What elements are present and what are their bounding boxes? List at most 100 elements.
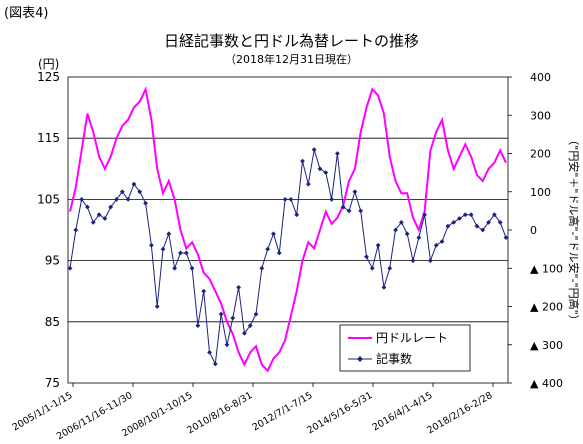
x-tick-label: 2018/2/16-2/28 — [425, 390, 494, 436]
right-tick-label: 400 — [530, 71, 551, 84]
article-count-marker — [468, 212, 474, 218]
article-count-marker — [195, 323, 201, 329]
article-count-marker — [457, 216, 462, 221]
article-count-marker — [503, 235, 509, 241]
article-count-marker — [346, 208, 352, 214]
article-count-marker — [282, 197, 288, 202]
left-tick-label: 105 — [37, 192, 60, 206]
right-axis-label: （"円安"＋"ドル高"-"ドル安"-"円高"） — [567, 134, 581, 325]
article-count-marker — [218, 311, 224, 317]
left-tick-label: 115 — [37, 131, 60, 145]
right-tick-label: 300 — [530, 109, 551, 122]
article-count-marker — [474, 223, 480, 229]
article-count-marker — [125, 197, 131, 202]
article-count-marker — [189, 265, 195, 271]
article-count-marker — [404, 231, 410, 237]
article-count-marker — [253, 311, 259, 317]
article-count-marker — [160, 246, 166, 252]
article-count-marker — [265, 246, 271, 252]
article-count-marker — [352, 189, 358, 195]
article-count-marker — [329, 197, 334, 202]
article-count-marker — [276, 250, 282, 256]
article-count-marker — [148, 242, 154, 248]
legend-box — [339, 324, 471, 372]
right-tick-label: 100 — [530, 186, 551, 199]
legend-yen-label: 円ドルレート — [376, 331, 448, 345]
article-count-marker — [271, 231, 276, 237]
left-axis-unit: (円) — [38, 57, 59, 71]
article-count-marker — [207, 350, 212, 355]
article-count-marker — [416, 235, 422, 241]
right-tick-label: ▲ 100 — [530, 262, 563, 275]
right-tick-label: ▲ 300 — [530, 339, 563, 352]
figure-label: (図表4) — [4, 6, 49, 21]
article-count-marker — [410, 258, 416, 263]
right-tick-label: 0 — [530, 224, 537, 237]
article-count-marker — [166, 231, 172, 237]
article-count-marker — [96, 212, 102, 218]
right-tick-label: 200 — [530, 148, 551, 161]
article-count-marker — [230, 315, 236, 321]
x-tick-label: 2010/8/16-8/31 — [185, 390, 254, 436]
left-tick-label: 95 — [45, 254, 60, 268]
article-count-marker — [317, 166, 323, 172]
article-count-marker — [486, 219, 491, 225]
article-count-marker — [300, 158, 305, 164]
left-tick-label: 125 — [37, 70, 60, 84]
article-count-marker — [236, 284, 241, 290]
article-count-marker — [398, 219, 404, 225]
article-count-marker — [323, 170, 329, 176]
article-count-marker — [131, 181, 137, 187]
article-count-marker — [462, 212, 468, 218]
right-tick-label: ▲ 200 — [530, 301, 563, 314]
article-count-marker — [137, 189, 143, 195]
article-count-marker — [79, 197, 85, 202]
article-count-marker — [422, 212, 428, 218]
article-count-marker — [305, 181, 311, 187]
chart-subtitle: （2018年12月31日現在） — [225, 53, 358, 66]
left-tick-label: 85 — [45, 315, 60, 329]
article-count-marker — [335, 151, 340, 156]
article-count-marker — [242, 330, 247, 336]
article-count-marker — [247, 323, 253, 329]
article-count-marker — [311, 147, 317, 153]
article-count-marker — [288, 197, 294, 202]
article-count-marker — [358, 208, 364, 214]
article-count-marker — [119, 189, 125, 195]
article-count-marker — [369, 265, 375, 271]
article-count-marker — [387, 265, 393, 271]
x-tick-label: 2014/5/16-5/31 — [305, 390, 374, 436]
yen-dollar-rate-line — [69, 85, 507, 373]
article-count-marker — [491, 212, 497, 218]
article-count-marker — [85, 204, 90, 210]
right-tick-label: ▲ 400 — [530, 377, 563, 390]
left-tick-label: 75 — [45, 376, 60, 390]
article-count-marker — [183, 250, 189, 256]
article-count-marker — [201, 288, 207, 294]
article-count-marker — [439, 239, 445, 244]
legend-articles-marker — [357, 356, 363, 362]
article-count-marker — [381, 284, 387, 290]
article-count-marker — [108, 204, 114, 210]
article-count-marker — [294, 212, 300, 218]
article-count-marker — [154, 304, 160, 309]
article-count-marker — [480, 227, 486, 233]
article-count-marker — [259, 265, 265, 271]
article-count-marker — [143, 200, 148, 206]
article-count-marker — [224, 342, 230, 348]
article-count-marker — [102, 216, 108, 221]
chart-title: 日経記事数と円ドル為替レートの推移 — [163, 32, 419, 50]
article-count-marker — [73, 227, 79, 233]
legend-articles-label: 記事数 — [376, 351, 412, 366]
article-count-marker — [212, 361, 218, 367]
article-count-marker — [433, 242, 439, 248]
article-count-marker — [172, 265, 178, 271]
article-count-marker — [375, 242, 381, 248]
article-count-line — [69, 149, 507, 366]
article-count-marker — [393, 227, 398, 233]
article-count-marker — [364, 254, 369, 260]
article-count-marker — [67, 265, 73, 271]
article-count-marker — [497, 219, 503, 225]
article-count-marker — [90, 219, 96, 225]
